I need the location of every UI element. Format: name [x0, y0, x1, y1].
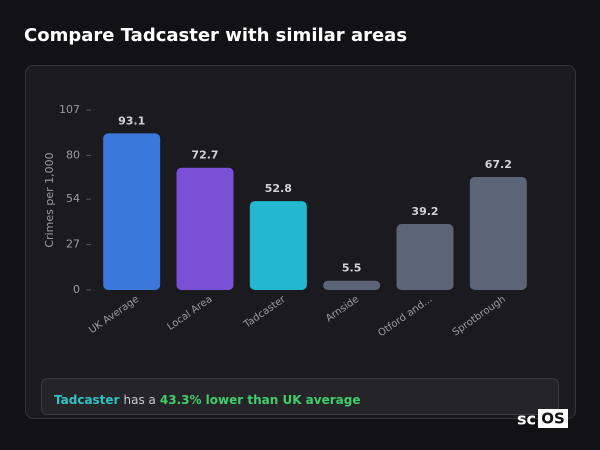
value-label: 72.7: [191, 149, 218, 162]
y-tick-label: 107: [59, 103, 80, 116]
bar: [249, 201, 307, 290]
brand-box: [538, 409, 568, 428]
summary: Tadcaster has a 43.3% lower than UK averag…: [54, 393, 360, 407]
value-label: 39.2: [411, 205, 438, 218]
bar: [469, 176, 527, 290]
y-tick-label: 0: [73, 283, 80, 296]
value-label: 93.1: [118, 114, 145, 127]
value-label: 52.8: [265, 182, 292, 195]
y-tick-label: 54: [66, 192, 80, 205]
y-axis-label: Crimes per 1,000: [43, 152, 56, 247]
summary-highlight: 43.3% lower than UK average: [160, 393, 361, 407]
bar: [323, 280, 381, 290]
bar: [103, 133, 161, 290]
brand-prefix: sc: [517, 410, 536, 429]
y-tick-label: 80: [66, 148, 80, 161]
summary-box: [41, 378, 559, 415]
summary-area: Tadcaster: [54, 393, 120, 407]
summary-text: has a: [123, 393, 155, 407]
y-tick-label: 27: [66, 238, 80, 251]
bar: [396, 224, 454, 290]
chart-title: Compare Tadcaster with similar areas: [24, 25, 407, 46]
bar: [176, 167, 234, 290]
value-label: 67.2: [485, 158, 512, 171]
value-label: 5.5: [342, 262, 362, 275]
brand-boxed: OS: [541, 410, 565, 428]
